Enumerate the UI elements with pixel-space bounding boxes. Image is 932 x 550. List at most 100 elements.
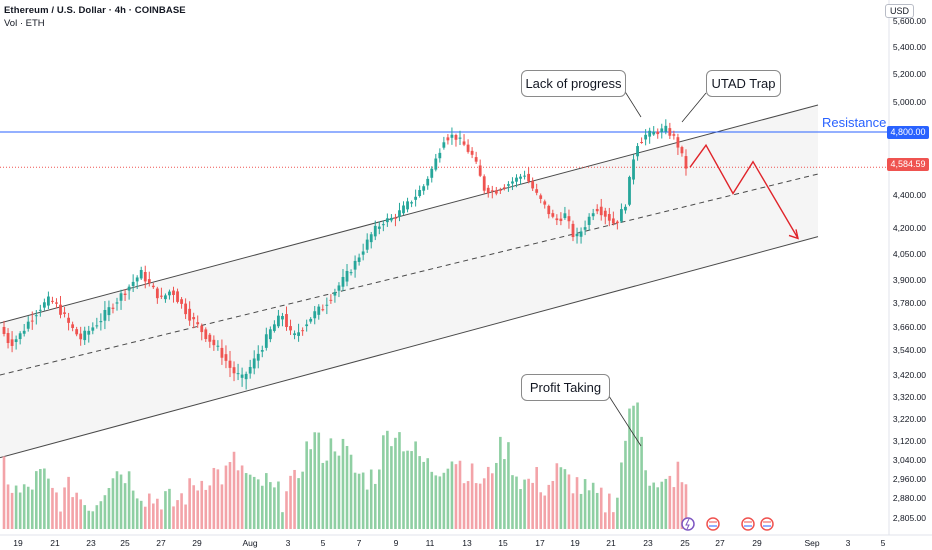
candle-body xyxy=(168,291,171,296)
volume-bar xyxy=(450,461,454,529)
volume-bar xyxy=(353,472,357,529)
volume-bar xyxy=(232,451,236,529)
candle-body xyxy=(305,324,309,327)
volume-bar xyxy=(535,467,538,529)
volume-bar xyxy=(616,497,619,529)
volume-bar xyxy=(83,505,87,529)
volume-bar xyxy=(559,467,563,529)
volume-bar xyxy=(75,492,78,529)
x-tick-label: 21 xyxy=(50,538,60,548)
candle-body xyxy=(652,131,656,135)
x-tick-label: 29 xyxy=(752,538,762,548)
x-tick-label: 7 xyxy=(357,538,362,548)
candle-body xyxy=(450,134,454,138)
candle-body xyxy=(30,320,34,322)
volume-bar xyxy=(583,479,587,529)
candle-body xyxy=(147,279,151,284)
volume-bar xyxy=(269,482,272,529)
candle-body xyxy=(357,257,361,262)
candle-body xyxy=(192,317,196,320)
candle-body xyxy=(583,227,587,230)
volume-bar xyxy=(672,487,676,529)
volume-bar xyxy=(139,500,143,529)
volume-bar xyxy=(394,437,397,529)
candle-body xyxy=(644,134,648,140)
channel-upper-line xyxy=(0,104,819,324)
volume-bar xyxy=(184,504,187,529)
candle-body xyxy=(458,137,462,139)
candle-body xyxy=(543,201,547,205)
volume-bar xyxy=(676,461,680,529)
lack-of-progress-connector xyxy=(623,89,642,118)
y-tick-label: 4,050.00 xyxy=(893,249,926,259)
x-tick-label: 5 xyxy=(321,538,326,548)
x-tick-label: 27 xyxy=(156,538,166,548)
candle-body xyxy=(434,158,438,170)
candle-body xyxy=(555,218,559,221)
volume-bar xyxy=(10,492,14,529)
volume-bar xyxy=(297,478,300,529)
candle-body xyxy=(640,142,643,144)
volume-bar xyxy=(628,408,631,529)
volume-bar xyxy=(176,500,179,529)
x-tick-label: 25 xyxy=(680,538,690,548)
candle-body xyxy=(406,201,409,210)
x-tick-label: 29 xyxy=(192,538,202,548)
candle-body xyxy=(470,150,474,155)
volume-bar xyxy=(160,509,163,529)
candle-body xyxy=(394,217,397,219)
economic-event-icon xyxy=(760,517,774,531)
candle-body xyxy=(486,187,490,194)
volume-bar xyxy=(365,489,369,529)
volume-bar xyxy=(470,463,474,529)
candle-body xyxy=(559,218,563,222)
volume-bar xyxy=(482,478,486,529)
utad-connector xyxy=(681,92,707,123)
volume-bar xyxy=(664,478,668,529)
volume-bar xyxy=(398,432,401,529)
volume-bar xyxy=(499,436,502,529)
candle-body xyxy=(615,221,619,224)
volume-bar xyxy=(135,498,139,529)
candle-body xyxy=(498,189,502,191)
candle-body xyxy=(10,339,14,346)
volume-bar xyxy=(168,488,171,529)
y-tick-label: 3,780.00 xyxy=(893,298,926,308)
candle-body xyxy=(164,295,167,300)
y-tick-label: 3,660.00 xyxy=(893,322,926,332)
currency-selector[interactable]: USD xyxy=(884,4,914,18)
volume-bar xyxy=(357,473,361,529)
volume-bar xyxy=(26,486,30,529)
candle-body xyxy=(6,333,10,344)
x-tick-label: 19 xyxy=(570,538,580,548)
candle-body xyxy=(155,288,159,299)
candle-body xyxy=(38,309,42,311)
volume-bar xyxy=(212,467,216,529)
volume-bar xyxy=(317,432,321,529)
candle-body xyxy=(656,131,660,135)
candle-body xyxy=(103,309,107,321)
volume-bar xyxy=(107,488,111,529)
y-tick-label: 5,000.00 xyxy=(893,97,926,107)
candle-body xyxy=(87,330,91,335)
candle-body xyxy=(462,141,466,145)
volume-bar xyxy=(240,465,244,529)
candle-body xyxy=(281,315,284,320)
volume-bar xyxy=(164,491,167,529)
candle-body xyxy=(119,293,123,301)
volume-bar xyxy=(587,490,591,529)
candle-body xyxy=(353,260,357,270)
candle-body xyxy=(636,146,639,157)
y-tick-label: 5,200.00 xyxy=(893,69,926,79)
candle-body xyxy=(236,373,240,375)
volume-bar xyxy=(111,478,115,529)
volume-bar xyxy=(277,481,280,529)
x-tick-label: 21 xyxy=(606,538,616,548)
volume-bar xyxy=(680,482,684,529)
volume-bar xyxy=(244,473,248,529)
candle-body xyxy=(159,295,163,297)
volume-bar xyxy=(115,471,119,529)
volume-bar xyxy=(35,471,38,529)
volume-bar xyxy=(260,485,264,529)
